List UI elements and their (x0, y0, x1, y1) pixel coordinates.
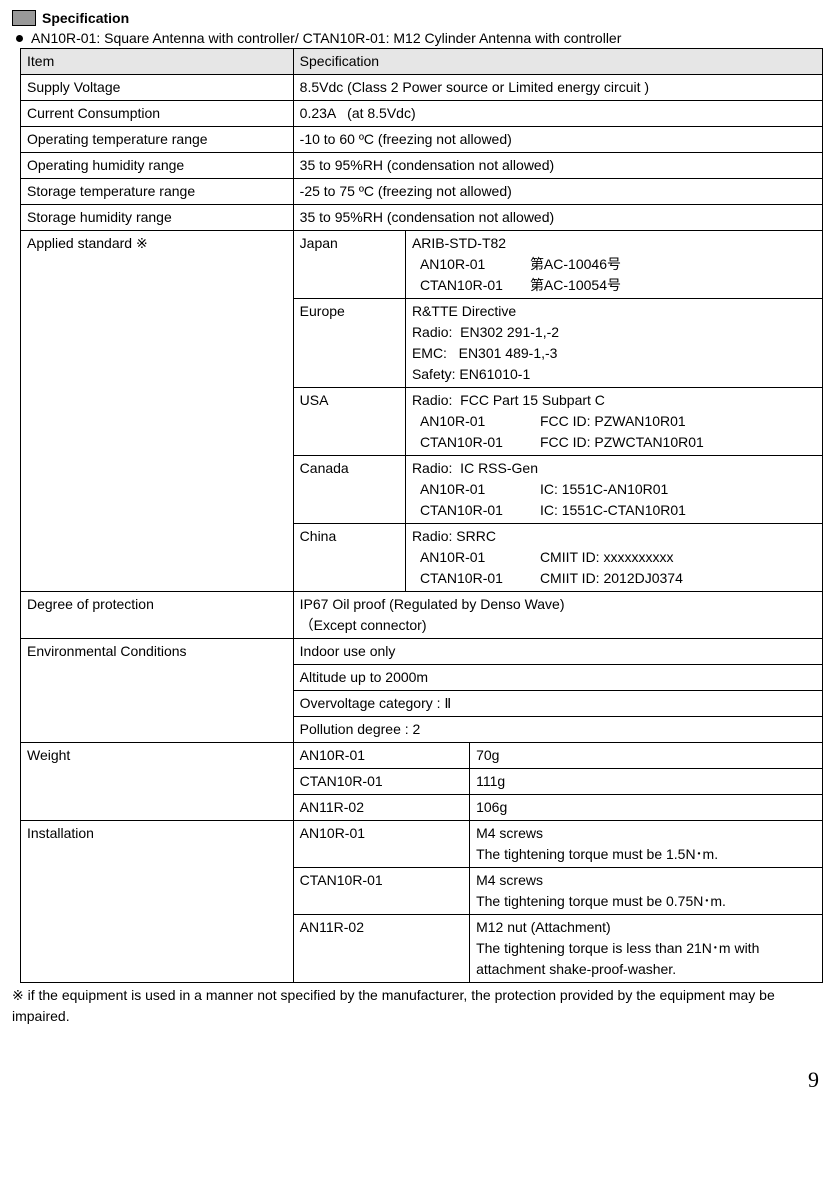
item-value: 35 to 95%RH (condensation not allowed) (293, 153, 822, 179)
cert-line: Safety: EN61010-1 (412, 366, 530, 382)
region-value: R&TTE Directive Radio: EN302 291-1,-2 EM… (405, 299, 822, 388)
item-label: Storage humidity range (21, 205, 294, 231)
bullet-icon (16, 35, 23, 42)
item-value: 70g (470, 743, 823, 769)
item-value: Indoor use only (293, 639, 822, 665)
table-row: Storage temperature range -25 to 75 ºC (… (21, 179, 823, 205)
table-row: Weight AN10R-01 70g (21, 743, 823, 769)
cert-line: ARIB-STD-T82 (412, 235, 506, 251)
model-label: AN10R-01 (293, 821, 469, 868)
model-label: AN11R-02 (293, 795, 469, 821)
cert-id: CMIIT ID: xxxxxxxxxx (540, 549, 674, 565)
cert-id: 第AC-10054号 (530, 277, 621, 293)
model-label: CTAN10R-01 (293, 868, 469, 915)
header-spec: Specification (293, 49, 822, 75)
item-value: 35 to 95%RH (condensation not allowed) (293, 205, 822, 231)
item-value: 111g (470, 769, 823, 795)
region-value: Radio: SRRC AN10R-01CMIIT ID: xxxxxxxxxx… (405, 524, 822, 592)
cert-line: R&TTE Directive (412, 303, 516, 319)
item-value: IP67 Oil proof (Regulated by Denso Wave)… (293, 592, 822, 639)
cert-line: Radio: IC RSS-Gen (412, 460, 538, 476)
cert-id: FCC ID: PZWCTAN10R01 (540, 434, 704, 450)
cert-id: IC: 1551C-CTAN10R01 (540, 502, 686, 518)
item-label: Operating temperature range (21, 127, 294, 153)
cert-model: AN10R-01 (420, 254, 530, 275)
model-label: AN10R-01 (293, 743, 469, 769)
model-label: CTAN10R-01 (293, 769, 469, 795)
cert-line: Radio: FCC Part 15 Subpart C (412, 392, 605, 408)
cert-model: AN10R-01 (420, 411, 540, 432)
region-label: Japan (293, 231, 405, 299)
table-row: Installation AN10R-01 M4 screws The tigh… (21, 821, 823, 868)
spec-table: Item Specification Supply Voltage 8.5Vdc… (20, 48, 823, 983)
section-box-icon (12, 10, 36, 26)
cert-model: CTAN10R-01 (420, 500, 540, 521)
table-header-row: Item Specification (21, 49, 823, 75)
region-value: ARIB-STD-T82 AN10R-01第AC-10046号 CTAN10R-… (405, 231, 822, 299)
section-header: Specification (12, 10, 823, 26)
table-row: Operating temperature range -10 to 60 ºC… (21, 127, 823, 153)
item-value: M12 nut (Attachment) The tightening torq… (470, 915, 823, 983)
table-row: Degree of protection IP67 Oil proof (Reg… (21, 592, 823, 639)
cert-model: AN10R-01 (420, 479, 540, 500)
table-row: Supply Voltage 8.5Vdc (Class 2 Power sou… (21, 75, 823, 101)
cert-line: Radio: EN302 291-1,-2 (412, 324, 559, 340)
item-label: Applied standard ※ (21, 231, 294, 592)
subtitle-text: AN10R-01: Square Antenna with controller… (31, 30, 621, 46)
item-value: Pollution degree : 2 (293, 717, 822, 743)
region-label: USA (293, 388, 405, 456)
cert-model: CTAN10R-01 (420, 275, 530, 296)
cert-model: CTAN10R-01 (420, 568, 540, 589)
item-value: -25 to 75 ºC (freezing not allowed) (293, 179, 822, 205)
item-label: Degree of protection (21, 592, 294, 639)
page-number: 9 (12, 1067, 823, 1093)
cert-model: CTAN10R-01 (420, 432, 540, 453)
item-value: Overvoltage category : Ⅱ (293, 691, 822, 717)
cert-id: CMIIT ID: 2012DJ0374 (540, 570, 683, 586)
model-label: AN11R-02 (293, 915, 469, 983)
table-row: Current Consumption 0.23A (at 8.5Vdc) (21, 101, 823, 127)
item-value: Altitude up to 2000m (293, 665, 822, 691)
region-value: Radio: IC RSS-Gen AN10R-01IC: 1551C-AN10… (405, 456, 822, 524)
region-label: China (293, 524, 405, 592)
item-label: Supply Voltage (21, 75, 294, 101)
cert-model: AN10R-01 (420, 547, 540, 568)
cert-id: IC: 1551C-AN10R01 (540, 481, 668, 497)
item-value: 8.5Vdc (Class 2 Power source or Limited … (293, 75, 822, 101)
cert-line: EMC: EN301 489-1,-3 (412, 345, 558, 361)
table-row: Operating humidity range 35 to 95%RH (co… (21, 153, 823, 179)
cert-id: 第AC-10046号 (530, 256, 621, 272)
item-value: M4 screws The tightening torque must be … (470, 868, 823, 915)
item-label: Installation (21, 821, 294, 983)
item-label: Operating humidity range (21, 153, 294, 179)
item-value: -10 to 60 ºC (freezing not allowed) (293, 127, 822, 153)
header-item: Item (21, 49, 294, 75)
item-label: Storage temperature range (21, 179, 294, 205)
section-title: Specification (42, 10, 129, 26)
region-label: Canada (293, 456, 405, 524)
table-row: Storage humidity range 35 to 95%RH (cond… (21, 205, 823, 231)
region-value: Radio: FCC Part 15 Subpart C AN10R-01FCC… (405, 388, 822, 456)
footnote: ※ if the equipment is used in a manner n… (12, 985, 823, 1027)
cert-line: Radio: SRRC (412, 528, 496, 544)
item-value: 0.23A (at 8.5Vdc) (293, 101, 822, 127)
item-label: Current Consumption (21, 101, 294, 127)
cert-id: FCC ID: PZWAN10R01 (540, 413, 686, 429)
region-label: Europe (293, 299, 405, 388)
table-row: Environmental Conditions Indoor use only (21, 639, 823, 665)
subtitle-line: AN10R-01: Square Antenna with controller… (12, 30, 823, 46)
table-row: Applied standard ※ Japan ARIB-STD-T82 AN… (21, 231, 823, 299)
item-label: Weight (21, 743, 294, 821)
item-value: M4 screws The tightening torque must be … (470, 821, 823, 868)
item-label: Environmental Conditions (21, 639, 294, 743)
item-value: 106g (470, 795, 823, 821)
